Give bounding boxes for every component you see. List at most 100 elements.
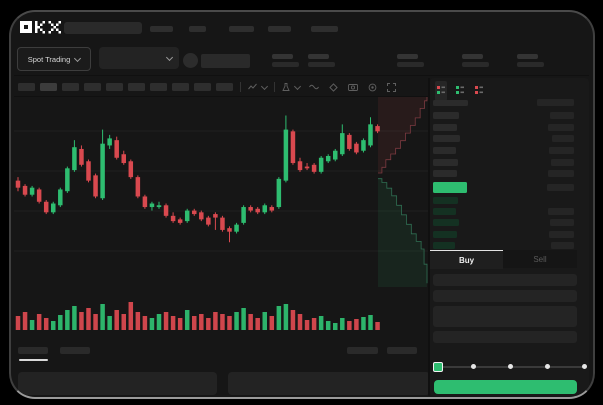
slider-dot-100[interactable] bbox=[582, 364, 587, 369]
orderbook-amount-placeholder bbox=[551, 241, 574, 249]
bottom-panel-left bbox=[18, 372, 217, 395]
timeframe-button-7[interactable] bbox=[150, 83, 167, 91]
nav-item-1[interactable] bbox=[150, 26, 173, 32]
app-window: OKX bbox=[9, 10, 595, 399]
orderbook-row[interactable] bbox=[433, 196, 574, 204]
orderbook bbox=[433, 99, 574, 253]
amount-field[interactable] bbox=[433, 306, 577, 327]
nav-item-3[interactable] bbox=[229, 26, 254, 32]
market-stat-4 bbox=[462, 54, 489, 67]
orderbook-price-placeholder bbox=[433, 207, 456, 215]
indicator-dropdown[interactable] bbox=[248, 82, 269, 91]
slider-dot-25[interactable] bbox=[471, 364, 476, 369]
orderbook-price-placeholder bbox=[433, 99, 468, 106]
orderbook-row[interactable] bbox=[433, 158, 574, 166]
market-stat-5 bbox=[517, 54, 544, 67]
tab-sell[interactable]: Sell bbox=[503, 250, 577, 268]
bottom-tab-right-2[interactable] bbox=[387, 347, 417, 354]
orderbook-row[interactable] bbox=[433, 147, 574, 155]
global-search-input[interactable] bbox=[64, 22, 142, 34]
orderbook-row[interactable] bbox=[433, 112, 574, 119]
orderbook-amount-placeholder bbox=[548, 170, 574, 178]
orderbook-row[interactable] bbox=[433, 219, 574, 227]
tab-buy-label: Buy bbox=[458, 255, 475, 265]
orderbook-price-placeholder bbox=[433, 170, 457, 178]
orderbook-row[interactable] bbox=[433, 135, 574, 143]
orderbook-amount-placeholder bbox=[549, 230, 574, 238]
bottom-tab-active-underline bbox=[19, 359, 48, 361]
orderbook-row[interactable] bbox=[433, 99, 574, 106]
last-price-highlight bbox=[433, 182, 467, 194]
buy-submit-button[interactable] bbox=[434, 380, 577, 394]
orderbook-amount-placeholder bbox=[548, 123, 574, 131]
camera-icon[interactable] bbox=[348, 83, 358, 91]
bottom-tab-right-1[interactable] bbox=[347, 347, 378, 354]
draw-tool-icon[interactable] bbox=[329, 82, 338, 92]
orderbook-price-placeholder bbox=[433, 158, 458, 166]
timeframe-button-9[interactable] bbox=[194, 83, 211, 91]
orderbook-asks-icon[interactable] bbox=[473, 81, 485, 101]
price-field[interactable] bbox=[433, 290, 577, 302]
market-stat-1 bbox=[272, 54, 299, 67]
pair-dropdown[interactable] bbox=[99, 47, 179, 69]
bottom-panel-right bbox=[228, 372, 430, 395]
panel-divider-vertical bbox=[428, 78, 430, 396]
bottom-tab-2[interactable] bbox=[60, 347, 90, 354]
order-type-field[interactable] bbox=[433, 274, 577, 286]
orderbook-amount-placeholder bbox=[551, 158, 574, 166]
header-divider bbox=[14, 75, 589, 76]
timeframe-button-4[interactable] bbox=[84, 83, 101, 91]
timeframe-button-10[interactable] bbox=[216, 83, 233, 91]
orderbook-row[interactable] bbox=[433, 241, 574, 249]
orderbook-amount-placeholder bbox=[547, 184, 574, 192]
orderbook-view-modes bbox=[435, 81, 485, 101]
orderbook-row[interactable] bbox=[433, 170, 574, 178]
okx-logo[interactable]: OKX bbox=[20, 20, 62, 35]
orderbook-price-placeholder bbox=[433, 112, 459, 119]
line-chart-icon bbox=[248, 83, 257, 90]
orderbook-amount-placeholder bbox=[549, 147, 574, 155]
timeframe-button-3[interactable] bbox=[62, 83, 79, 91]
bottom-tab-1-active[interactable] bbox=[18, 347, 48, 354]
nav-item-4[interactable] bbox=[268, 26, 291, 32]
timeframe-button-8[interactable] bbox=[172, 83, 189, 91]
timeframe-button-5[interactable] bbox=[106, 83, 123, 91]
orderbook-amount-placeholder bbox=[550, 112, 574, 119]
toolbar-divider bbox=[240, 82, 241, 92]
orderbook-price-placeholder bbox=[433, 135, 460, 143]
toolbar-divider-line bbox=[14, 96, 428, 97]
okx-logo-glyph bbox=[20, 21, 61, 34]
orderbook-amount-placeholder bbox=[537, 99, 574, 106]
overlay-dropdown[interactable] bbox=[282, 82, 302, 91]
orderbook-all-icon[interactable] bbox=[435, 81, 447, 101]
market-type-dropdown[interactable]: Spot Trading bbox=[17, 47, 91, 71]
orderbook-price-placeholder bbox=[433, 230, 457, 238]
toolbar-divider bbox=[274, 82, 275, 92]
orderbook-price-placeholder bbox=[433, 241, 455, 249]
nav-item-2[interactable] bbox=[189, 26, 206, 32]
timeframe-button-2-active[interactable] bbox=[40, 83, 57, 91]
orderbook-row[interactable] bbox=[433, 207, 574, 215]
tab-buy[interactable]: Buy bbox=[430, 250, 503, 269]
percent-slider-handle[interactable] bbox=[433, 362, 443, 372]
slider-dot-75[interactable] bbox=[545, 364, 550, 369]
wave-tool-icon[interactable] bbox=[309, 83, 319, 91]
orderbook-amount-placeholder bbox=[550, 219, 574, 227]
fullscreen-icon[interactable] bbox=[387, 82, 396, 92]
nav-item-5[interactable] bbox=[311, 26, 338, 32]
orderbook-row[interactable] bbox=[433, 230, 574, 238]
timeframe-button-1[interactable] bbox=[18, 83, 35, 91]
candlestick-chart[interactable] bbox=[9, 10, 595, 399]
beaker-icon bbox=[282, 83, 290, 91]
total-field[interactable] bbox=[433, 331, 577, 343]
orderbook-row[interactable] bbox=[433, 182, 574, 194]
pair-avatar bbox=[183, 53, 198, 68]
timeframe-button-6[interactable] bbox=[128, 83, 145, 91]
orderbook-bids-icon[interactable] bbox=[454, 81, 466, 101]
orderbook-price-placeholder bbox=[433, 219, 459, 227]
pair-name-placeholder bbox=[201, 54, 250, 68]
orderbook-row[interactable] bbox=[433, 123, 574, 131]
settings-icon[interactable] bbox=[368, 83, 377, 92]
slider-dot-50[interactable] bbox=[508, 364, 513, 369]
orderbook-amount-placeholder bbox=[552, 135, 574, 143]
